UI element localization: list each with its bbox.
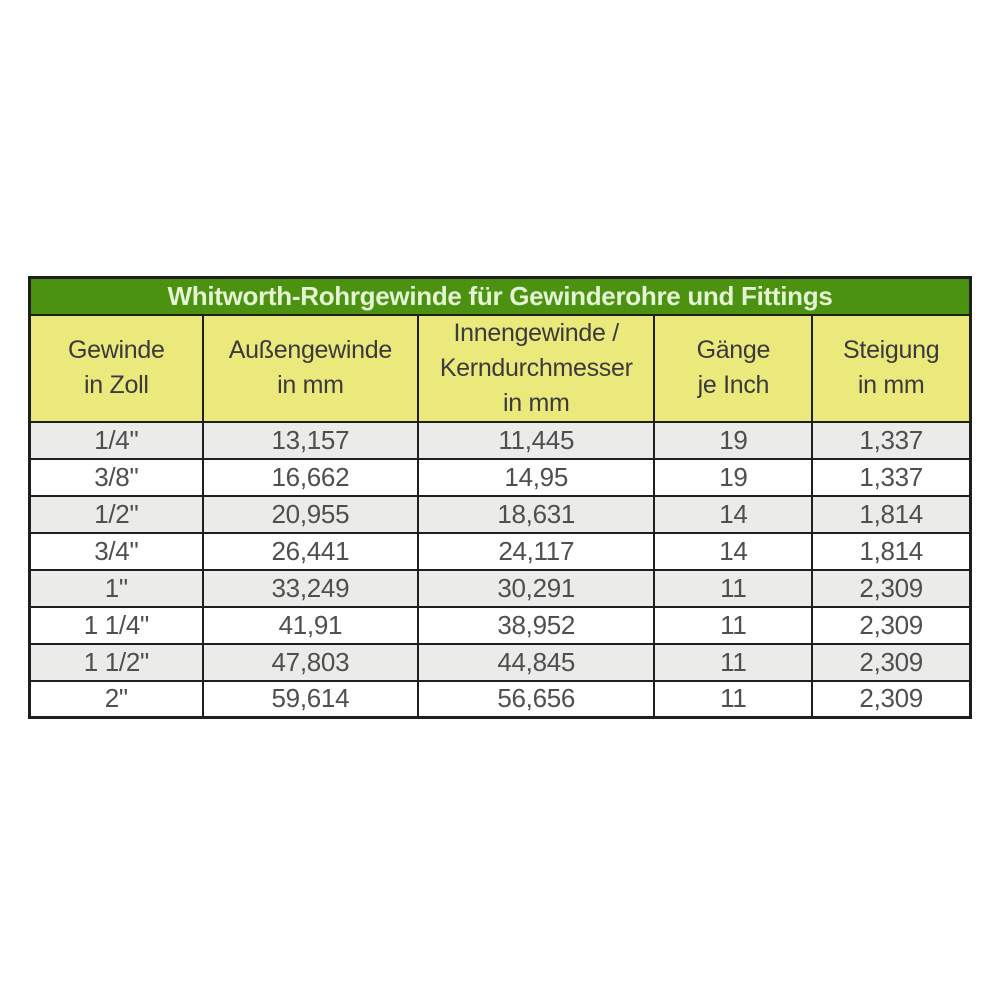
table-cell: 11: [653, 679, 814, 719]
table-cell: 11,445: [417, 420, 656, 460]
table-cell: 1,337: [811, 420, 972, 460]
table-body: 1/4" 13,157 11,445 19 1,337 3/8" 16,662 14,95 19…: [28, 420, 972, 719]
column-header-gewinde-in-zoll: Gewinde in Zoll: [28, 313, 204, 423]
table-cell: 11: [653, 568, 814, 608]
table-cell: 24,117: [417, 531, 656, 571]
table-row: 3/8" 16,662 14,95 19 1,337: [28, 457, 972, 497]
table-row: 1/4" 13,157 11,445 19 1,337: [28, 420, 972, 460]
table-cell: 13,157: [201, 420, 420, 460]
table-cell: 44,845: [417, 642, 656, 682]
table-cell: 38,952: [417, 605, 656, 645]
table-cell: 3/8": [28, 457, 204, 497]
table-cell: 33,249: [201, 568, 420, 608]
table-cell: 2,309: [811, 568, 972, 608]
table-cell: 59,614: [201, 679, 420, 719]
thread-table-container: Whitworth-Rohrgewinde für Gewinderohre u…: [28, 276, 972, 719]
table-cell: 1": [28, 568, 204, 608]
table-row: 2" 59,614 56,656 11 2,309: [28, 679, 972, 719]
table-cell: 2,309: [811, 679, 972, 719]
table-cell: 3/4": [28, 531, 204, 571]
table-cell: 11: [653, 605, 814, 645]
column-header-innengewinde-kerndurchmesser: Innengewinde / Kerndurchmesser in mm: [417, 313, 656, 423]
table-cell: 2": [28, 679, 204, 719]
table-cell: 1,337: [811, 457, 972, 497]
table-cell: 19: [653, 420, 814, 460]
column-header-steigung-in-mm: Steigung in mm: [811, 313, 972, 423]
table-header-row: Gewinde in Zoll Außengewinde in mm Innen…: [28, 313, 972, 423]
table-cell: 19: [653, 457, 814, 497]
table-cell: 26,441: [201, 531, 420, 571]
table-title: Whitworth-Rohrgewinde für Gewinderohre u…: [28, 276, 972, 316]
table-cell: 47,803: [201, 642, 420, 682]
table-cell: 41,91: [201, 605, 420, 645]
table-cell: 14: [653, 531, 814, 571]
table-title-row: Whitworth-Rohrgewinde für Gewinderohre u…: [28, 276, 972, 316]
whitworth-thread-table: Whitworth-Rohrgewinde für Gewinderohre u…: [28, 276, 972, 719]
table-cell: 14,95: [417, 457, 656, 497]
table-cell: 1/4": [28, 420, 204, 460]
table-cell: 14: [653, 494, 814, 534]
table-cell: 1 1/4": [28, 605, 204, 645]
table-row: 3/4" 26,441 24,117 14 1,814: [28, 531, 972, 571]
table-cell: 2,309: [811, 605, 972, 645]
table-cell: 18,631: [417, 494, 656, 534]
table-cell: 20,955: [201, 494, 420, 534]
table-cell: 56,656: [417, 679, 656, 719]
table-cell: 1,814: [811, 494, 972, 534]
column-header-gaenge-je-inch: Gänge je Inch: [653, 313, 814, 423]
table-cell: 1/2": [28, 494, 204, 534]
table-cell: 11: [653, 642, 814, 682]
table-cell: 30,291: [417, 568, 656, 608]
table-cell: 1 1/2": [28, 642, 204, 682]
column-header-aussengewinde-in-mm: Außengewinde in mm: [201, 313, 420, 423]
table-row: 1 1/4" 41,91 38,952 11 2,309: [28, 605, 972, 645]
table-cell: 1,814: [811, 531, 972, 571]
table-cell: 2,309: [811, 642, 972, 682]
table-row: 1" 33,249 30,291 11 2,309: [28, 568, 972, 608]
table-cell: 16,662: [201, 457, 420, 497]
table-row: 1 1/2" 47,803 44,845 11 2,309: [28, 642, 972, 682]
table-row: 1/2" 20,955 18,631 14 1,814: [28, 494, 972, 534]
